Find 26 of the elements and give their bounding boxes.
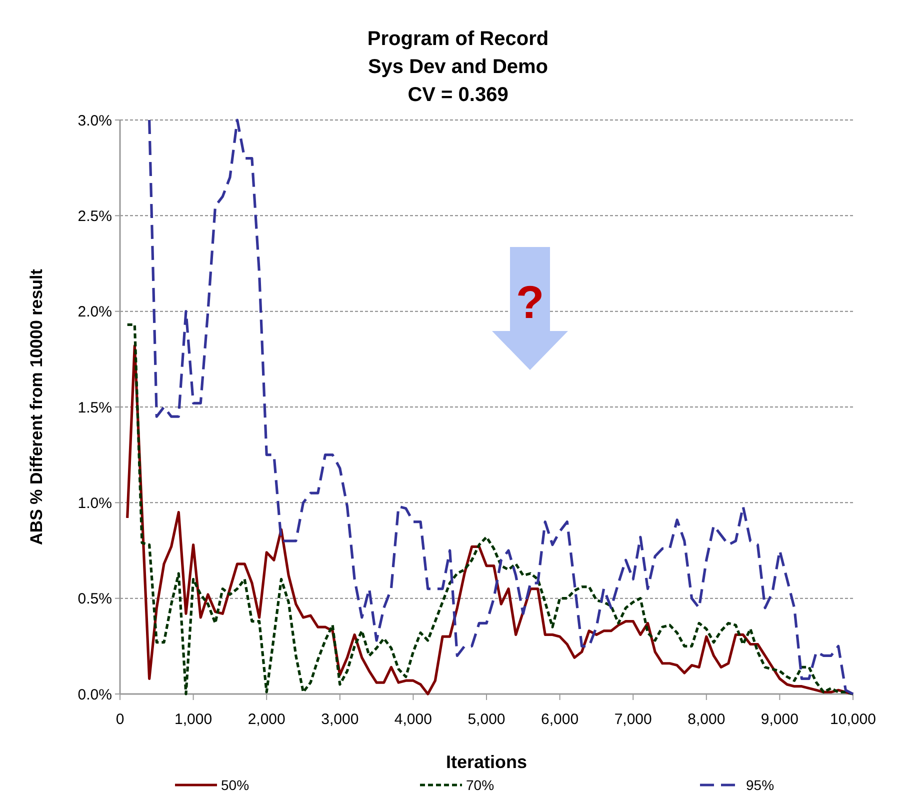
x-tick-label: 10,000 (830, 711, 876, 728)
line-series (148, 118, 854, 696)
x-tick-label: 7,000 (614, 711, 652, 728)
x-tick-label: 2,000 (248, 711, 286, 728)
y-tick-label: 0.0% (78, 686, 112, 704)
annotation: ? (516, 276, 544, 328)
x-tick-label: 8,000 (688, 711, 726, 728)
chart-title: Program of Record Sys Dev and Demo CV = 0.369 (367, 28, 549, 106)
y-tick-label: 2.5% (78, 208, 112, 225)
legend-label: 70% (466, 776, 494, 793)
x-tick-label: 5,000 (468, 711, 506, 728)
x-tick-label: 6,000 (541, 711, 579, 728)
x-tick-label: 0 (116, 711, 124, 728)
x-tick-label: 1,000 (174, 711, 212, 728)
x-tick-label: 4,000 (394, 711, 432, 728)
x-axis-title: Iterations (446, 752, 528, 772)
x-tick-label: 3,000 (321, 711, 359, 728)
y-tick-label: 1.0% (78, 494, 112, 512)
y-tick-label: 1.5% (78, 399, 112, 416)
x-tick-label: 9,000 (760, 711, 798, 728)
y-axis-title: ABS % Different from 10000 result (27, 268, 46, 545)
legend-label: 95% (746, 776, 774, 793)
y-tick-label: 2.0% (78, 304, 112, 321)
y-tick-label: 0.5% (78, 590, 112, 608)
legend-label: 50% (221, 776, 250, 793)
y-tick-label: 3.0% (78, 112, 112, 130)
